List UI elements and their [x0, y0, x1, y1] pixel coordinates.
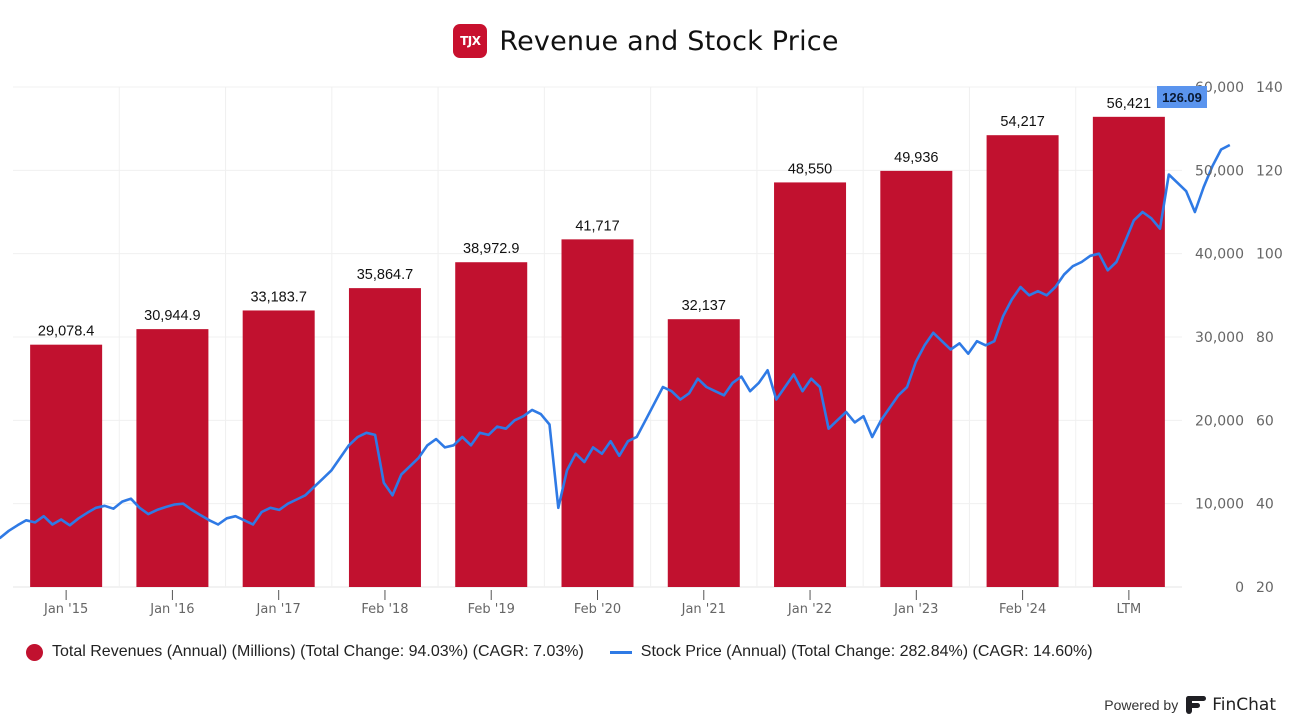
revenue-bar [667, 319, 740, 587]
bar-value-label: 56,421 [1107, 96, 1151, 112]
y-right-tick-label: 60 [1256, 413, 1274, 429]
revenue-bar [774, 182, 847, 587]
revenue-legend-dot-icon [26, 643, 43, 661]
revenue-bar [30, 344, 103, 587]
y-right-tick-label: 100 [1256, 247, 1283, 263]
y-right-tick-label: 40 [1256, 497, 1274, 513]
legend-item-revenue[interactable]: Total Revenues (Annual) (Millions) (Tota… [26, 643, 584, 661]
powered-by-label: Powered by [1104, 697, 1179, 713]
legend-label-stock: Stock Price (Annual) (Total Change: 282.… [640, 643, 1093, 660]
revenue-bar [242, 310, 315, 587]
axes: 0 10,000 20,000 30,000 40,000 50,000 60,000 20 4… [43, 80, 1283, 617]
x-tick-label: Jan '21 [681, 602, 726, 617]
revenue-bar [455, 262, 528, 587]
stock-price-line [0, 143, 1231, 540]
bar-value-label: 33,183.7 [250, 289, 306, 305]
revenue-bar [1092, 116, 1165, 587]
y-left-tick-label: 40,000 [1195, 247, 1244, 263]
x-tick-label: Feb '20 [574, 602, 621, 617]
finchat-logo-icon [1186, 696, 1207, 714]
y-left-tick-label: 50,000 [1195, 163, 1244, 179]
bar-value-label: 41,717 [575, 218, 619, 234]
revenue-bar [136, 329, 209, 587]
bar-value-label: 38,972.9 [463, 241, 519, 257]
revenue-stock-chart: 29,078.4 30,944.9 33,183.7 35,864.7 38,972.9… [0, 80, 1283, 617]
company-logo: TJX [453, 24, 488, 58]
powered-by: Powered by FinChat [1104, 695, 1276, 715]
last-value-badge-text: 126.09 [1162, 90, 1202, 105]
y-left-tick-label: 30,000 [1195, 330, 1244, 346]
chart-header: TJX Revenue and Stock Price [0, 24, 1292, 58]
y-left-tick-label: 60,000 [1195, 80, 1244, 96]
x-tick-label: Jan '23 [893, 602, 938, 617]
y-left-tick-label: 20,000 [1195, 413, 1244, 429]
last-value-badge-layer: 126.09 [1157, 86, 1207, 108]
legend: Total Revenues (Annual) (Millions) (Tota… [26, 643, 1119, 661]
revenue-bars [30, 116, 1165, 588]
revenue-bar [880, 170, 953, 587]
y-right-tick-label: 140 [1256, 80, 1283, 96]
x-tick-label: LTM [1117, 602, 1142, 617]
chart-title: Revenue and Stock Price [499, 25, 839, 57]
x-tick-label: Feb '19 [468, 602, 515, 617]
y-left-tick-label: 10,000 [1195, 497, 1244, 513]
bar-value-label: 29,078.4 [38, 324, 94, 340]
bar-value-labels: 29,078.4 30,944.9 33,183.7 35,864.7 38,972.9… [38, 96, 1151, 340]
last-value-badge [1157, 86, 1207, 108]
y-right-tick-label: 80 [1256, 330, 1274, 346]
x-tick-label: Feb '18 [361, 602, 408, 617]
bar-value-label: 49,936 [894, 150, 938, 166]
stock-price-line-layer [0, 143, 1231, 540]
x-tick-label: Jan '16 [149, 602, 194, 617]
legend-label-revenue: Total Revenues (Annual) (Millions) (Tota… [52, 643, 584, 660]
y-right-tick-label: 120 [1256, 163, 1283, 179]
finchat-brand[interactable]: FinChat [1212, 695, 1276, 715]
y-left-tick-label: 0 [1235, 580, 1244, 596]
revenue-bar [348, 288, 421, 587]
x-tick-label: Jan '22 [787, 602, 832, 617]
bar-value-label: 48,550 [788, 161, 832, 177]
bar-value-label: 54,217 [1000, 114, 1044, 130]
bar-value-label: 35,864.7 [357, 267, 413, 283]
x-tick-label: Feb '24 [999, 602, 1046, 617]
revenue-bar [561, 239, 634, 587]
revenue-bar [986, 135, 1059, 588]
y-right-tick-label: 20 [1256, 580, 1274, 596]
bar-value-label: 32,137 [682, 298, 726, 314]
legend-item-stock[interactable]: Stock Price (Annual) (Total Change: 282.… [609, 643, 1093, 661]
x-tick-label: Jan '15 [43, 602, 88, 617]
x-tick-label: Jan '17 [256, 602, 301, 617]
bar-value-label: 30,944.9 [144, 308, 200, 324]
stock-legend-line-icon [609, 650, 632, 654]
